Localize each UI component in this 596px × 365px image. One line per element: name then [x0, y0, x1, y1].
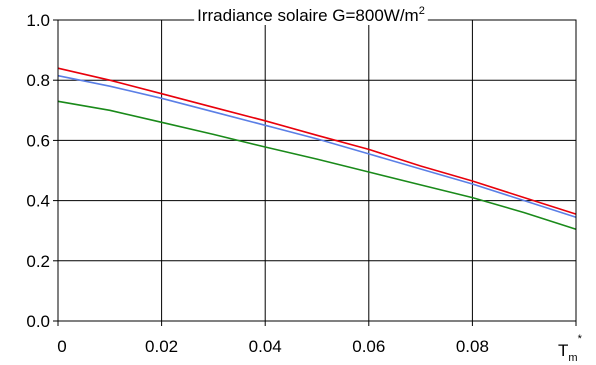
x-tick-labels: 0 0.02 0.04 0.06 0.08 [57, 337, 489, 356]
x-tick-label: 0 [57, 337, 66, 356]
y-tick-label: 0.8 [26, 71, 50, 90]
series-group [57, 67, 577, 230]
x-tick-label: 0.08 [456, 337, 489, 356]
chart-title-background [194, 5, 428, 25]
y-tick-label: 0.6 [26, 131, 50, 150]
y-tick-label: 1.0 [26, 11, 50, 30]
y-tick-label: 0.4 [26, 192, 50, 211]
y-tick-label: 0.2 [26, 252, 50, 271]
series-line-2 [57, 74, 577, 218]
chart-title: Irradiance solaire G=800W/m2 [197, 5, 425, 25]
y-tick-label: 0.0 [26, 312, 50, 331]
y-tick-labels: 0.0 0.2 0.4 0.6 0.8 1.0 [26, 11, 50, 331]
series-line-3 [57, 100, 577, 230]
x-tick-label: 0.06 [352, 337, 385, 356]
x-tick-label: 0.02 [145, 337, 178, 356]
series-line-1 [57, 67, 577, 215]
x-tick-label: 0.04 [249, 337, 282, 356]
x-axis-unit-label: Tm* [558, 333, 583, 364]
